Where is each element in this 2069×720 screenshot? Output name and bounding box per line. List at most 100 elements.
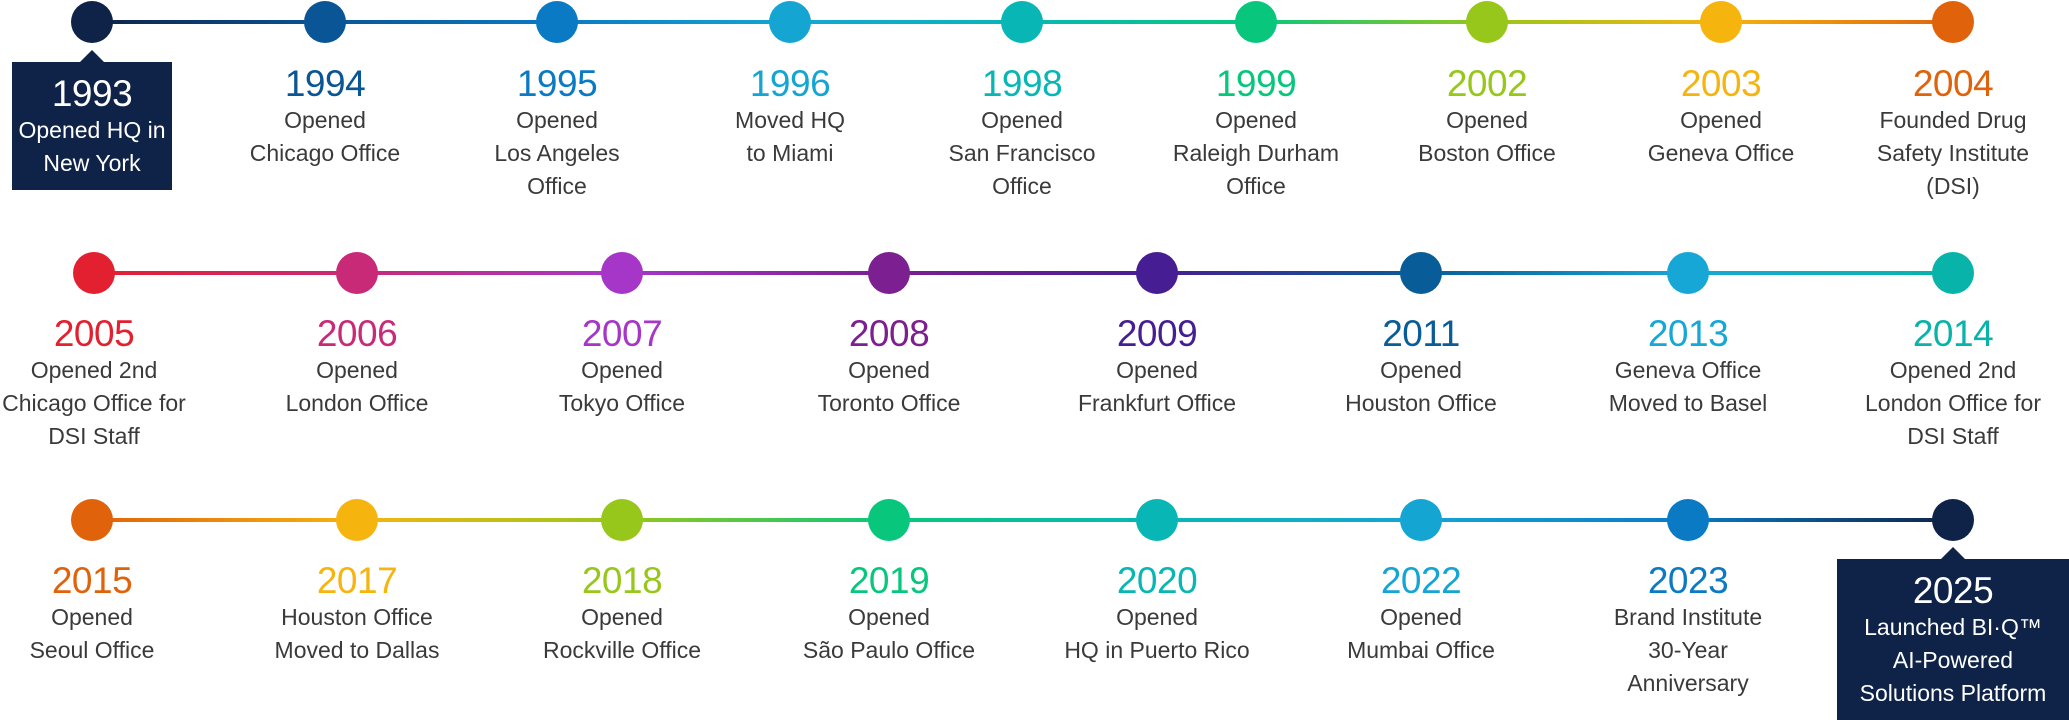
milestone-year: 1999	[1215, 63, 1297, 104]
milestone-year: 2014	[1912, 313, 1994, 354]
milestone-description: Opened Boston Office	[1418, 107, 1556, 166]
milestone-year: 2003	[1680, 63, 1762, 104]
milestone-label: 2004 Founded Drug Safety Institute (DSI)	[1853, 64, 2053, 203]
milestone-dot	[868, 499, 910, 541]
milestone-description: Opened Toronto Office	[817, 357, 961, 416]
milestone-label: 2019 Opened São Paulo Office	[789, 561, 989, 667]
milestone-label: 2003 Opened Geneva Office	[1621, 64, 1821, 170]
milestone-description: Opened Rockville Office	[542, 604, 702, 663]
milestone-year: 2007	[581, 313, 663, 354]
milestone-description: Opened São Paulo Office	[802, 604, 976, 663]
milestone-dot	[1136, 499, 1178, 541]
milestone-dot	[71, 1, 113, 43]
milestone-dot	[1001, 1, 1043, 43]
milestone-year: 2025	[1912, 570, 1994, 611]
milestone-label: 2017 Houston Office Moved to Dallas	[257, 561, 457, 667]
milestone-dot	[1700, 1, 1742, 43]
milestone-dot	[1667, 499, 1709, 541]
milestone-dot	[1932, 499, 1974, 541]
milestone-year: 1996	[749, 63, 831, 104]
milestone-label: 2022 Opened Mumbai Office	[1321, 561, 1521, 667]
milestone-dot	[601, 499, 643, 541]
milestone-label: 1994 Opened Chicago Office	[225, 64, 425, 170]
box-pointer	[1941, 547, 1965, 559]
milestone-dot	[1400, 499, 1442, 541]
milestone-description: Opened HQ in New York	[18, 117, 166, 176]
milestone-year: 2018	[581, 560, 663, 601]
milestone-year: 1993	[51, 73, 133, 114]
milestone-year: 1994	[284, 63, 366, 104]
milestone-description: Opened Houston Office	[1345, 357, 1497, 416]
milestone-label: 1995 Opened Los Angeles Office	[457, 64, 657, 203]
milestone-year: 2011	[1382, 313, 1460, 354]
milestone-year: 2013	[1647, 313, 1729, 354]
milestone-dot	[1136, 252, 1178, 294]
milestone-dot	[769, 1, 811, 43]
milestone-description: Opened Mumbai Office	[1347, 604, 1495, 663]
milestone-description: Opened San Francisco Office	[948, 107, 1096, 199]
milestone-label: 2013 Geneva Office Moved to Basel	[1588, 314, 1788, 420]
milestone-dot	[304, 1, 346, 43]
milestone-dot	[336, 499, 378, 541]
milestone-label: 2009 Opened Frankfurt Office	[1057, 314, 1257, 420]
milestone-dot	[1932, 252, 1974, 294]
milestone-description: Geneva Office Moved to Basel	[1608, 357, 1768, 416]
milestone-dot	[73, 252, 115, 294]
milestone-description: Opened Tokyo Office	[558, 357, 686, 416]
milestone-year: 2022	[1380, 560, 1462, 601]
milestone-year: 2020	[1116, 560, 1198, 601]
milestone-dot	[601, 252, 643, 294]
milestone-year: 1998	[981, 63, 1063, 104]
milestone-description: Houston Office Moved to Dallas	[274, 604, 440, 663]
milestone-dot	[1235, 1, 1277, 43]
milestone-highlight-box: 2025 Launched BI·Q™ AI-Powered Solutions …	[1837, 547, 2069, 720]
milestone-year: 1995	[516, 63, 598, 104]
milestone-dot	[1932, 1, 1974, 43]
milestone-description: Opened 2nd London Office for DSI Staff	[1864, 357, 2042, 449]
milestone-description: Opened Frankfurt Office	[1077, 357, 1237, 416]
milestone-year: 2004	[1912, 63, 1994, 104]
milestone-year: 2008	[848, 313, 930, 354]
milestone-description: Opened Los Angeles Office	[494, 107, 620, 199]
milestone-label: 2002 Opened Boston Office	[1387, 64, 1587, 170]
milestone-label: 2008 Opened Toronto Office	[789, 314, 989, 420]
milestone-label: 1999 Opened Raleigh Durham Office	[1156, 64, 1356, 203]
milestone-description: Founded Drug Safety Institute (DSI)	[1876, 107, 2030, 199]
milestone-dot	[71, 499, 113, 541]
milestone-description: Opened Chicago Office	[249, 107, 401, 166]
milestone-label: 2007 Opened Tokyo Office	[522, 314, 722, 420]
milestone-year: 2006	[316, 313, 398, 354]
milestone-dot	[1400, 252, 1442, 294]
milestone-dot	[868, 252, 910, 294]
milestone-description: Launched BI·Q™ AI-Powered Solutions Plat…	[1859, 614, 2047, 706]
milestone-dot	[1667, 252, 1709, 294]
milestone-label: 2015 Opened Seoul Office	[0, 561, 192, 667]
milestone-year: 2009	[1116, 313, 1198, 354]
milestone-label: 2014 Opened 2nd London Office for DSI Sta…	[1853, 314, 2053, 453]
milestone-description: Brand Institute 30-Year Anniversary	[1613, 604, 1763, 696]
milestone-year: 2017	[316, 560, 398, 601]
milestone-description: Opened London Office	[285, 357, 429, 416]
milestone-year: 2015	[51, 560, 133, 601]
milestone-label: 2005 Opened 2nd Chicago Office for DSI St…	[0, 314, 194, 453]
milestone-description: Moved HQ to Miami	[735, 107, 845, 166]
milestone-description: Opened Raleigh Durham Office	[1172, 107, 1340, 199]
milestone-year: 2002	[1446, 63, 1528, 104]
milestone-label: 1996 Moved HQ to Miami	[690, 64, 890, 170]
milestone-label: 2023 Brand Institute 30-Year Anniversary	[1588, 561, 1788, 700]
milestone-highlight-box: 1993 Opened HQ in New York	[12, 50, 172, 190]
milestone-label: 2011 Opened Houston Office	[1321, 314, 1521, 420]
milestone-description: Opened Geneva Office	[1647, 107, 1795, 166]
milestone-label: 1998 Opened San Francisco Office	[922, 64, 1122, 203]
box-pointer	[80, 50, 104, 62]
milestone-year: 2023	[1647, 560, 1729, 601]
milestone-label: 2018 Opened Rockville Office	[522, 561, 722, 667]
milestone-label: 2020 Opened HQ in Puerto Rico	[1057, 561, 1257, 667]
milestone-dot	[336, 252, 378, 294]
milestone-label: 2006 Opened London Office	[257, 314, 457, 420]
milestone-dot	[1466, 1, 1508, 43]
milestone-description: Opened HQ in Puerto Rico	[1064, 604, 1250, 663]
milestone-dot	[536, 1, 578, 43]
